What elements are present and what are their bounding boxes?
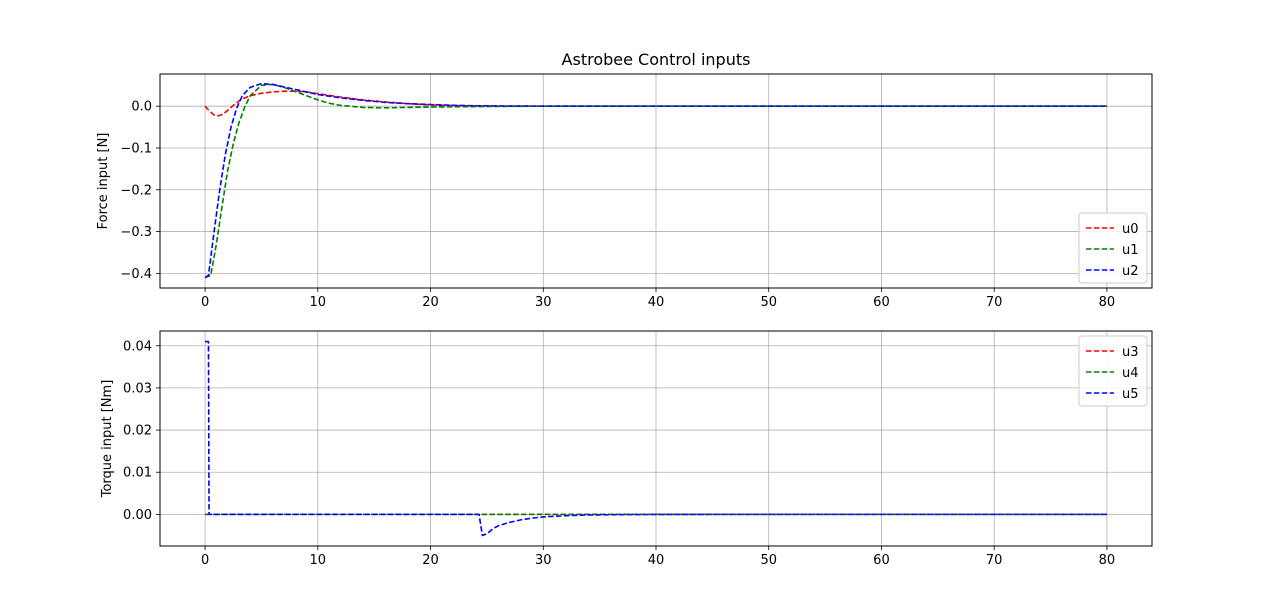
legend-label-u2: u2: [1122, 264, 1139, 279]
y-tick-label: −0.4: [120, 267, 152, 282]
x-tick-label: 80: [1099, 553, 1116, 568]
y-axis-label: Torque input [Nm]: [100, 380, 115, 499]
y-tick-label: 0.00: [123, 508, 152, 523]
x-tick-label: 50: [760, 295, 777, 310]
x-tick-label: 30: [535, 553, 552, 568]
x-tick-label: 70: [986, 553, 1003, 568]
x-tick-label: 0: [201, 295, 209, 310]
x-tick-label: 10: [310, 295, 327, 310]
y-tick-label: 0.02: [123, 424, 152, 439]
legend-label-u5: u5: [1122, 387, 1139, 402]
legend: u3 u4 u5: [1078, 335, 1148, 407]
series-line-u2: [204, 82, 1107, 279]
y-tick-label: −0.2: [120, 183, 152, 198]
x-tick-label: 30: [535, 295, 552, 310]
x-tick-label: 50: [760, 553, 777, 568]
x-tick-label: 70: [986, 295, 1003, 310]
y-tick-label: −0.3: [120, 225, 152, 240]
series-line-u1: [204, 83, 1107, 279]
x-tick-label: 10: [310, 553, 327, 568]
y-tick-label: −0.1: [120, 141, 152, 156]
torque-subplot: 0 10 20 30 40 50 60 70 80 0.00 0.01 0.02 0.03 0.04 Tor…: [100, 330, 1153, 568]
y-axis-label: Force input [N]: [96, 133, 111, 230]
legend-box: [1078, 212, 1148, 284]
figure-title: Astrobee Control inputs: [562, 50, 751, 69]
legend-label-u3: u3: [1122, 345, 1139, 360]
x-tick-label: 0: [201, 553, 209, 568]
series-group: [204, 82, 1107, 279]
legend: u0 u1 u2: [1078, 212, 1148, 284]
series-group: [205, 340, 1107, 537]
x-tick-label: 60: [873, 553, 890, 568]
legend-box: [1078, 335, 1148, 407]
y-tick-label: 0.04: [123, 339, 152, 354]
y-tick-label: 0.0: [131, 100, 152, 115]
y-tick-label: 0.03: [123, 381, 152, 396]
x-tick-label: 40: [648, 295, 665, 310]
series-line-u0: [204, 90, 1107, 117]
y-tick-label: 0.01: [123, 466, 152, 481]
x-tick-label: 20: [422, 295, 439, 310]
legend-label-u0: u0: [1122, 222, 1139, 237]
x-tick-label: 80: [1099, 295, 1116, 310]
x-tick-label: 20: [422, 553, 439, 568]
force-subplot: 0 10 20 30 40 50 60 70 80 −0.4 −0.3 −0.2 −0.1 0.0 Forc…: [96, 73, 1153, 310]
legend-label-u1: u1: [1122, 243, 1139, 258]
legend-label-u4: u4: [1122, 366, 1139, 381]
x-tick-label: 40: [648, 553, 665, 568]
series-line-u5: [205, 340, 1107, 537]
x-tick-label: 60: [873, 295, 890, 310]
